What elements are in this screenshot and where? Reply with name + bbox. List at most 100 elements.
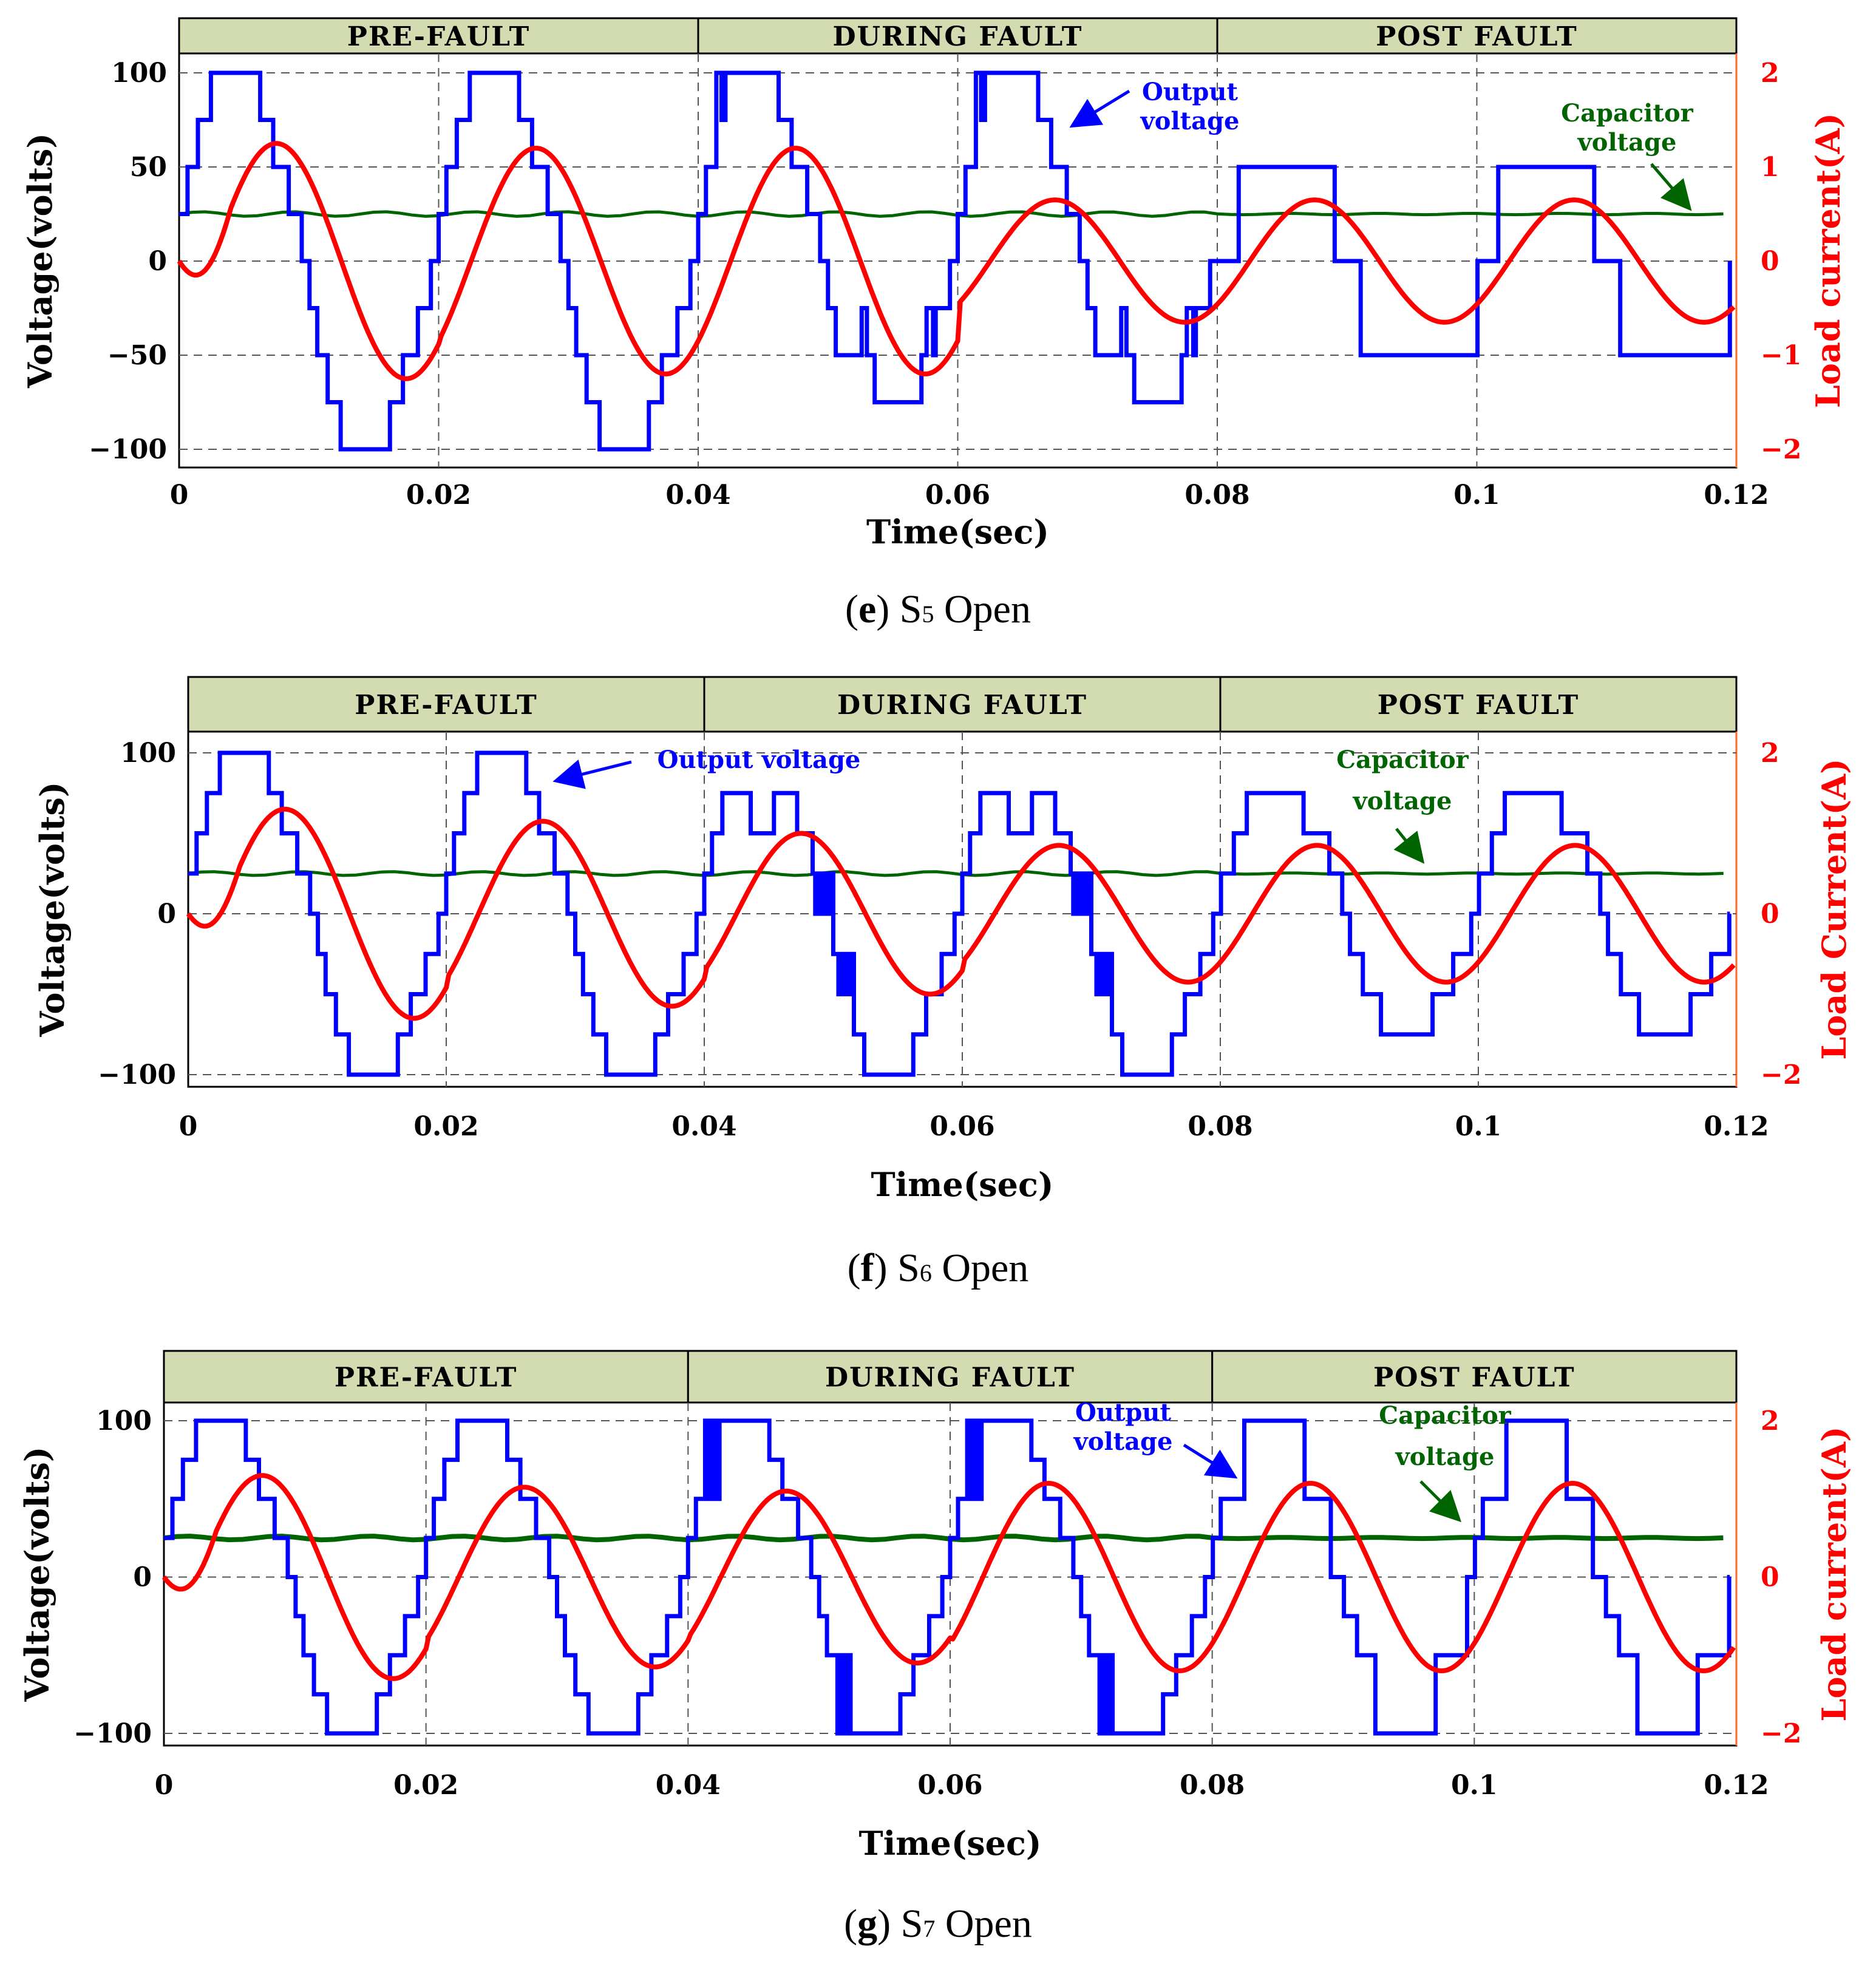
- phase-label-3: POST FAULT: [1376, 21, 1578, 52]
- x-axis-label: Time(sec): [859, 1824, 1042, 1863]
- y2-axis-label: Load current(A): [1815, 1426, 1854, 1721]
- y-tick-label: 0: [133, 1562, 152, 1593]
- phase-label-2: DURING FAULT: [837, 690, 1087, 721]
- y-tick-label: −100: [98, 1059, 176, 1090]
- caption-close-paren: ): [877, 1902, 900, 1946]
- phase-banner-2: [703, 676, 1222, 733]
- phase-banner-1: [187, 676, 705, 733]
- y-tick-label: −100: [89, 434, 167, 465]
- capacitor-voltage-line: [163, 1534, 1724, 1543]
- caption-switch: S: [900, 587, 922, 631]
- caption-letter: e: [858, 587, 876, 631]
- caption-open-word: Open: [932, 1246, 1028, 1290]
- panel-caption: (f) S6 Open: [848, 1246, 1029, 1290]
- x-axis-label: Time(sec): [871, 1165, 1054, 1204]
- caption-switch: S: [901, 1902, 923, 1946]
- x-tick-label: 0.1: [1451, 1770, 1498, 1801]
- x-tick-label: 0.12: [1704, 480, 1769, 511]
- output-voltage-line: [179, 70, 1732, 452]
- x-tick-label: 0.02: [393, 1770, 458, 1801]
- annotation-capacitor-line2: voltage: [1395, 1443, 1495, 1471]
- phase-banner-2: [697, 17, 1218, 55]
- x-tick-label: 0.06: [917, 1770, 982, 1801]
- load-current-line: [177, 141, 1736, 381]
- caption-close-paren: ): [874, 1246, 897, 1290]
- y2-tick-label: 1: [1761, 152, 1779, 183]
- x-tick-label: 0.12: [1704, 1111, 1769, 1142]
- load-current-line: [186, 806, 1736, 1021]
- annotation-capacitor-line2: voltage: [1577, 128, 1677, 157]
- y-axis-label: Voltage(volts): [18, 1447, 56, 1702]
- x-tick-label: 0.08: [1180, 1770, 1245, 1801]
- caption-switch: S: [897, 1246, 920, 1290]
- annotation-output-voltage: Output voltage: [658, 746, 861, 774]
- y2-tick-label: 2: [1761, 1406, 1779, 1436]
- x-tick-label: 0.06: [925, 480, 990, 511]
- x-tick-label: 0: [179, 1111, 198, 1142]
- x-tick-label: 0.08: [1184, 480, 1249, 511]
- y-tick-label: −50: [107, 340, 167, 371]
- phase-banner-1: [178, 17, 699, 55]
- y2-tick-label: 0: [1761, 246, 1779, 277]
- panel-caption: (e) S5 Open: [845, 587, 1031, 631]
- x-axis-label: Time(sec): [866, 512, 1049, 551]
- phase-banner-3: [1219, 676, 1738, 733]
- annotation-output-line2: voltage: [1140, 107, 1240, 135]
- caption-subscript: 6: [920, 1259, 932, 1287]
- caption-close-paren: ): [876, 587, 899, 631]
- caption-subscript: 7: [923, 1915, 935, 1942]
- annotation-output-line1: Output: [1142, 78, 1238, 106]
- y2-axis-label: Load current(A): [1809, 113, 1847, 408]
- phase-label-1: PRE-FAULT: [335, 1362, 518, 1393]
- caption-open-paren: (: [848, 1246, 861, 1290]
- y-tick-label: 100: [120, 738, 176, 769]
- annotation-output-line1: Output: [1075, 1398, 1171, 1427]
- phase-banner-1: [163, 1350, 689, 1404]
- annotation-output-arrow: [552, 760, 632, 789]
- y2-tick-label: 2: [1761, 738, 1779, 769]
- annotation-output-arrow: [1069, 89, 1130, 128]
- capacitor-voltage-line: [178, 210, 1724, 218]
- caption-open-paren: (: [845, 587, 858, 631]
- x-tick-label: 0.08: [1188, 1111, 1252, 1142]
- y2-axis-label: Load Current(A): [1815, 758, 1854, 1059]
- annotation-capacitor-arrow: [1393, 828, 1425, 864]
- caption-open-word: Open: [934, 587, 1031, 631]
- x-tick-label: 0: [155, 1770, 174, 1801]
- phase-label-3: POST FAULT: [1373, 1362, 1575, 1393]
- phase-banner-3: [1211, 1350, 1738, 1404]
- phase-label-1: PRE-FAULT: [355, 690, 538, 721]
- y-tick-label: 100: [96, 1406, 152, 1436]
- x-tick-label: 0.1: [1453, 480, 1500, 511]
- x-tick-label: 0.02: [413, 1111, 478, 1142]
- caption-letter: g: [857, 1902, 877, 1946]
- caption-letter: f: [861, 1246, 875, 1290]
- phase-banner-2: [687, 1350, 1214, 1404]
- y-tick-label: −100: [73, 1718, 152, 1749]
- load-current-line: [161, 1473, 1736, 1681]
- chart-panel-e: PRE-FAULT DURING FAULT POST FAULT 0 0.02 0.04…: [21, 17, 1847, 631]
- caption-open-word: Open: [935, 1902, 1031, 1946]
- annotation-capacitor-line2: voltage: [1353, 787, 1452, 815]
- caption-open-paren: (: [844, 1902, 857, 1946]
- y-tick-label: 0: [157, 899, 176, 930]
- y-tick-label: 50: [130, 152, 167, 183]
- y2-tick-label: −2: [1761, 434, 1801, 465]
- annotation-capacitor-arrow: [1419, 1480, 1462, 1523]
- y2-tick-label: −1: [1761, 340, 1801, 371]
- capacitor-voltage-line: [188, 870, 1724, 877]
- annotation-output-line2: voltage: [1073, 1427, 1173, 1456]
- annotation-output-arrow: [1183, 1443, 1238, 1479]
- x-tick-label: 0.02: [406, 480, 471, 511]
- y-axis-label: Voltage(volts): [33, 782, 72, 1038]
- y2-tick-label: −2: [1761, 1718, 1801, 1749]
- y-tick-label: 0: [148, 246, 167, 277]
- output-voltage-line: [164, 1418, 1732, 1736]
- y2-tick-label: 2: [1761, 58, 1779, 89]
- annotation-capacitor-line1: Capacitor: [1336, 746, 1469, 774]
- x-tick-label: 0.04: [671, 1111, 736, 1142]
- phase-label-2: DURING FAULT: [825, 1362, 1075, 1393]
- chart-panel-g: PRE-FAULT DURING FAULT POST FAULT 0 0.02 0.04…: [18, 1350, 1854, 1946]
- x-tick-label: 0.06: [930, 1111, 994, 1142]
